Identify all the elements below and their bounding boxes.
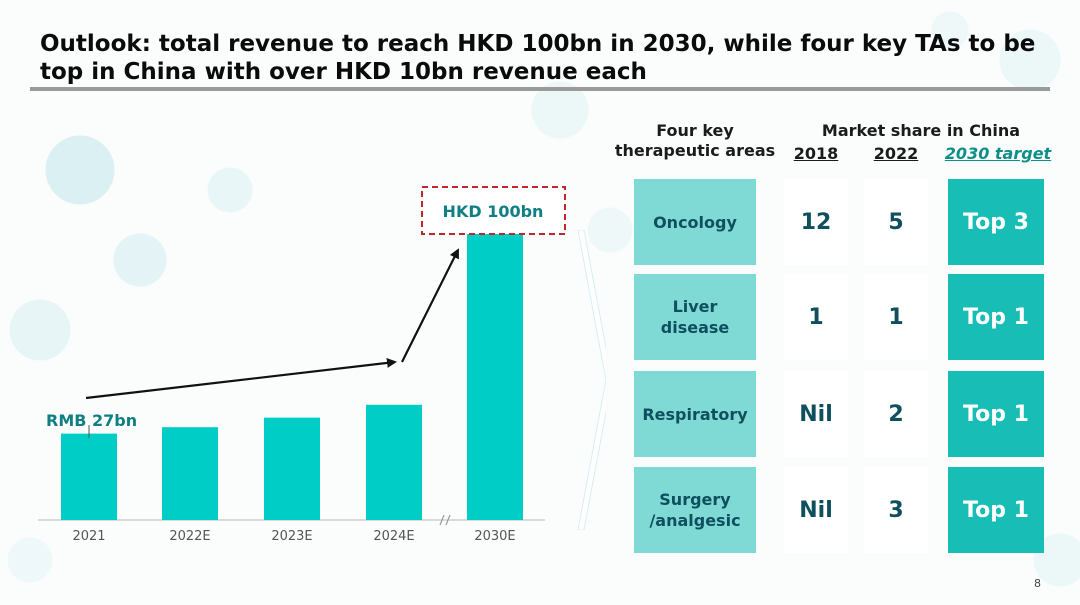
bar	[162, 427, 218, 520]
share-2018-cell: 12	[784, 179, 848, 265]
header-year-2022: 2022	[873, 144, 919, 163]
table-row: Liver disease 1 1 Top 1	[634, 274, 1044, 360]
x-tick-label: 2030E	[474, 529, 515, 544]
header-therapeutic-areas: Four key therapeutic areas	[614, 121, 776, 160]
header-year-2018: 2018	[793, 144, 839, 163]
bar	[366, 404, 422, 520]
bar	[264, 417, 320, 520]
share-2018-cell: 1	[784, 274, 848, 360]
table-row: Surgery /analgesic Nil 3 Top 1	[634, 467, 1044, 553]
x-tick-label: 2022E	[169, 529, 210, 544]
share-2022-cell: 1	[864, 274, 928, 360]
target-2030-cell: Top 3	[948, 179, 1044, 265]
page-number: 8	[1034, 577, 1041, 590]
target-2030-cell: Top 1	[948, 467, 1044, 553]
axis-break-mark	[445, 514, 451, 526]
chevron-divider	[578, 230, 606, 530]
share-2018-cell: Nil	[784, 371, 848, 457]
therapeutic-area-cell: Liver disease	[634, 274, 756, 360]
x-tick-label: 2023E	[271, 529, 312, 544]
growth-arrow	[85, 357, 397, 400]
header-market-share: Market share in China	[821, 121, 1021, 140]
therapeutic-area-cell: Surgery /analgesic	[634, 467, 756, 553]
axis-break-mark	[439, 514, 445, 526]
share-2018-cell: Nil	[784, 467, 848, 553]
last-bar-label: HKD 100bn	[443, 202, 544, 221]
therapeutic-area-cell: Respiratory	[634, 371, 756, 457]
header-2030-target: 2030 target	[944, 144, 1052, 163]
table-row: Oncology 12 5 Top 3	[634, 179, 1044, 265]
callout-box	[421, 186, 566, 235]
x-tick-label: 2024E	[373, 529, 414, 544]
revenue-bar-chart: 2021 2022E 2023E 2024E 2030E RMB 27bn HKD 100b…	[38, 186, 566, 544]
bar	[61, 433, 117, 520]
page-title: Outlook: total revenue to reach HKD 100b…	[40, 31, 1036, 85]
share-2022-cell: 3	[864, 467, 928, 553]
growth-arrow	[401, 248, 459, 363]
first-bar-label: RMB 27bn	[46, 411, 137, 430]
table-row: Respiratory Nil 2 Top 1	[634, 371, 1044, 457]
target-2030-cell: Top 1	[948, 371, 1044, 457]
target-2030-cell: Top 1	[948, 274, 1044, 360]
bar	[467, 232, 523, 520]
x-tick-label: 2021	[72, 529, 105, 544]
title-divider	[30, 87, 1050, 91]
share-2022-cell: 5	[864, 179, 928, 265]
therapeutic-area-cell: Oncology	[634, 179, 756, 265]
share-2022-cell: 2	[864, 371, 928, 457]
